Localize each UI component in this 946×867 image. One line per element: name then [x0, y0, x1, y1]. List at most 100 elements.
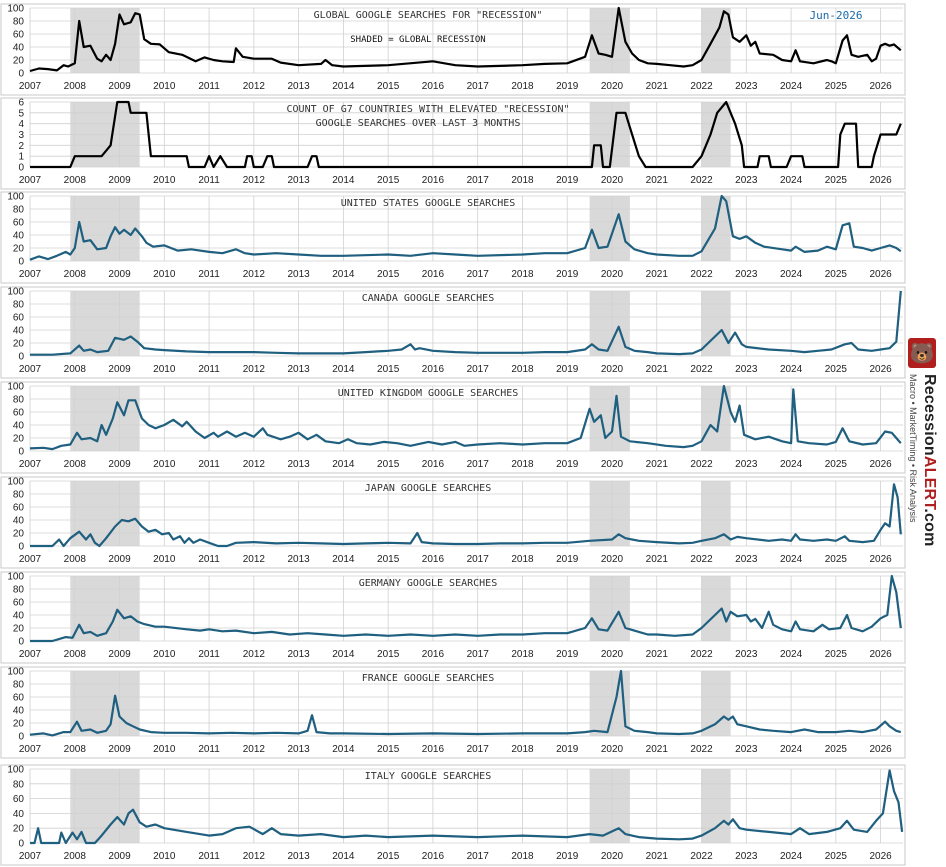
x-tick-label: 2026	[869, 175, 892, 186]
chart-title: CANADA GOOGLE SEARCHES	[362, 293, 494, 304]
x-tick-label: 2019	[556, 649, 579, 660]
x-tick-label: 2025	[825, 269, 848, 280]
x-tick-label: 2022	[690, 851, 713, 862]
x-tick-label: 2010	[153, 851, 176, 862]
x-tick-label: 2007	[19, 175, 42, 186]
x-tick-label: 2019	[556, 364, 579, 375]
recession-shade	[589, 576, 630, 641]
x-tick-label: 2020	[601, 554, 624, 565]
x-tick-label: 2023	[735, 649, 758, 660]
x-tick-label: 2018	[511, 269, 534, 280]
x-tick-label: 2026	[869, 649, 892, 660]
x-tick-label: 2015	[377, 269, 400, 280]
x-tick-label: 2015	[377, 459, 400, 470]
x-tick-label: 2007	[19, 554, 42, 565]
x-tick-label: 2018	[511, 364, 534, 375]
x-tick-label: 2021	[646, 269, 669, 280]
x-tick-label: 2014	[332, 851, 355, 862]
x-tick-label: 2023	[735, 459, 758, 470]
y-tick-label: 40	[13, 706, 25, 717]
x-tick-label: 2026	[869, 81, 892, 92]
x-tick-label: 2024	[780, 744, 803, 755]
recession-shade	[589, 386, 630, 451]
x-tick-label: 2013	[287, 554, 310, 565]
x-tick-label: 2024	[780, 649, 803, 660]
recession-shade	[701, 769, 731, 843]
recession-shade	[70, 576, 140, 641]
chart-subtitle: SHADED = GLOBAL RECESSION	[350, 35, 485, 45]
x-tick-label: 2015	[377, 744, 400, 755]
x-tick-label: 2011	[198, 81, 220, 92]
x-tick-label: 2025	[825, 744, 848, 755]
x-tick-label: 2014	[332, 459, 355, 470]
x-tick-label: 2011	[198, 744, 220, 755]
y-tick-label: 20	[13, 824, 25, 835]
x-tick-label: 2016	[422, 81, 445, 92]
y-tick-label: 20	[13, 339, 25, 350]
y-tick-label: 40	[13, 516, 25, 527]
x-tick-label: 2008	[64, 175, 87, 186]
recession-shade	[701, 671, 731, 736]
x-tick-label: 2011	[198, 459, 220, 470]
chart-panel: 0 20 40 60 80 100 2007 2008 2009 2010 2011 2012 2013…	[0, 191, 906, 284]
y-tick-label: 60	[13, 313, 25, 324]
x-tick-label: 2018	[511, 554, 534, 565]
recession-shade	[589, 769, 630, 843]
x-tick-label: 2016	[422, 364, 445, 375]
chart-panel: 0 20 40 60 80 100 2007 2008 2009 2010 2011 2012 2013…	[0, 571, 906, 664]
x-tick-label: 2017	[467, 269, 490, 280]
panel-frame	[0, 571, 906, 664]
y-tick-label: 0	[18, 352, 24, 363]
x-tick-label: 2013	[287, 459, 310, 470]
x-tick-label: 2012	[243, 744, 266, 755]
x-tick-label: 2009	[108, 554, 131, 565]
x-tick-label: 2013	[287, 649, 310, 660]
bear-icon: 🐻	[908, 338, 936, 368]
x-tick-label: 2007	[19, 364, 42, 375]
y-tick-label: 0	[18, 257, 24, 268]
y-tick-label: 1	[18, 152, 24, 163]
series-line	[30, 483, 902, 548]
x-tick-label: 2012	[243, 459, 266, 470]
x-tick-label: 2026	[869, 744, 892, 755]
x-tick-label: 2013	[287, 175, 310, 186]
x-tick-label: 2009	[108, 649, 131, 660]
x-tick-label: 2012	[243, 649, 266, 660]
x-tick-label: 2007	[19, 269, 42, 280]
chart-title: FRANCE GOOGLE SEARCHES	[362, 673, 494, 684]
series-line	[29, 6, 902, 73]
x-tick-label: 2019	[556, 851, 579, 862]
x-tick-label: 2022	[690, 364, 713, 375]
x-tick-label: 2015	[377, 175, 400, 186]
y-tick-label: 100	[7, 667, 24, 678]
x-tick-label: 2024	[780, 81, 803, 92]
x-tick-label: 2014	[332, 649, 355, 660]
x-tick-label: 2008	[64, 459, 87, 470]
recession-shade	[70, 671, 140, 736]
x-tick-label: 2026	[869, 554, 892, 565]
x-tick-label: 2021	[646, 175, 669, 186]
x-tick-label: 2022	[690, 459, 713, 470]
brand-watermark: 🐻 RecessionALERT.com Macro • MarketTimin…	[902, 336, 942, 556]
y-tick-label: 3	[18, 130, 24, 141]
x-tick-label: 2011	[198, 175, 220, 186]
recession-shade	[70, 291, 140, 356]
x-tick-label: 2024	[780, 269, 803, 280]
y-tick-label: 60	[13, 503, 25, 514]
chart-panel: 0 20 40 60 80 100 2007 2008 2009 2010 2011 2012 2013…	[0, 3, 906, 96]
x-tick-label: 2026	[869, 269, 892, 280]
y-tick-label: 60	[13, 598, 25, 609]
x-tick-label: 2016	[422, 649, 445, 660]
chart-title: ITALY GOOGLE SEARCHES	[365, 771, 491, 782]
x-tick-label: 2021	[646, 744, 669, 755]
y-tick-label: 40	[13, 43, 25, 54]
x-tick-label: 2020	[601, 744, 624, 755]
y-tick-label: 0	[18, 69, 24, 80]
y-tick-label: 80	[13, 395, 25, 406]
x-tick-label: 2014	[332, 269, 355, 280]
x-tick-label: 2021	[646, 649, 669, 660]
y-tick-label: 100	[7, 192, 24, 203]
x-tick-label: 2023	[735, 851, 758, 862]
chart-panel: 0 20 40 60 80 100 2007 2008 2009 2010 2011 2012 2013…	[0, 476, 906, 569]
